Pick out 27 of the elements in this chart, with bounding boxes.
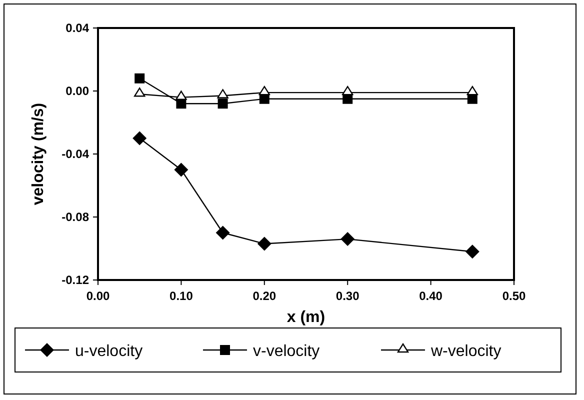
x-tick-label: 0.00 [86, 289, 110, 303]
x-tick-label: 0.10 [170, 289, 194, 303]
y-tick-label: 0.04 [66, 21, 90, 35]
point [465, 244, 480, 259]
y-tick-label: -0.04 [62, 147, 90, 161]
x-tick-label: 0.30 [336, 289, 360, 303]
legend-label: u-velocity [75, 343, 143, 360]
point [340, 232, 355, 246]
point [132, 131, 147, 146]
y-tick-label: 0.00 [66, 84, 90, 98]
y-axis-title: velocity (m/s) [30, 102, 47, 206]
point [259, 94, 270, 104]
legend-label: v-velocity [253, 343, 320, 360]
x-tick-label: 0.50 [502, 289, 526, 303]
point [216, 226, 230, 240]
x-tick-label: 0.20 [252, 289, 276, 303]
point [257, 236, 272, 251]
point [218, 98, 228, 109]
y-tick-label: -0.12 [62, 273, 90, 287]
y-tick-label: -0.08 [62, 210, 90, 224]
x-tick-label: 0.40 [419, 289, 443, 303]
point [467, 94, 478, 104]
point [342, 94, 353, 104]
x-axis-title: x (m) [286, 309, 326, 326]
point [134, 73, 145, 84]
legend-label: w-velocity [430, 343, 502, 360]
point [174, 162, 188, 177]
